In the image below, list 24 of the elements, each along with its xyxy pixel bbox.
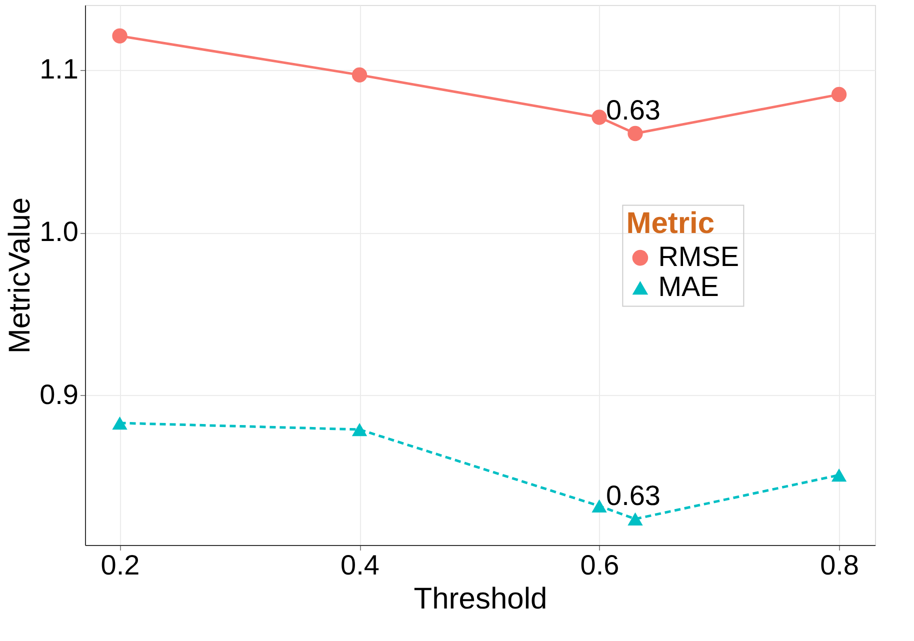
x-tick-label: 0.2 [100, 550, 140, 580]
annotation: 0.63 [606, 94, 660, 126]
legend-label: MAE [658, 270, 719, 302]
legend-label: RMSE [658, 240, 740, 272]
x-tick-label: 0.6 [580, 550, 620, 580]
point [592, 499, 607, 513]
y-axis-title: MetricValue [4, 197, 37, 354]
point [628, 126, 643, 142]
x-tick-label: 0.8 [820, 550, 860, 580]
point [831, 86, 847, 102]
point [352, 67, 368, 83]
point [592, 110, 607, 125]
x-axis-title: Threshold [414, 582, 548, 616]
y-tick-label: 1.1 [40, 54, 78, 85]
y-tick-label: 0.9 [40, 378, 78, 410]
point [112, 28, 128, 44]
point [831, 468, 847, 482]
legend-title: Metric [626, 206, 715, 240]
point [112, 416, 128, 430]
point [628, 512, 643, 526]
point [352, 422, 368, 436]
x-tick-label: 0.4 [340, 550, 380, 580]
annotation: 0.63 [606, 480, 660, 511]
y-tick-label: 1.0 [40, 216, 78, 248]
